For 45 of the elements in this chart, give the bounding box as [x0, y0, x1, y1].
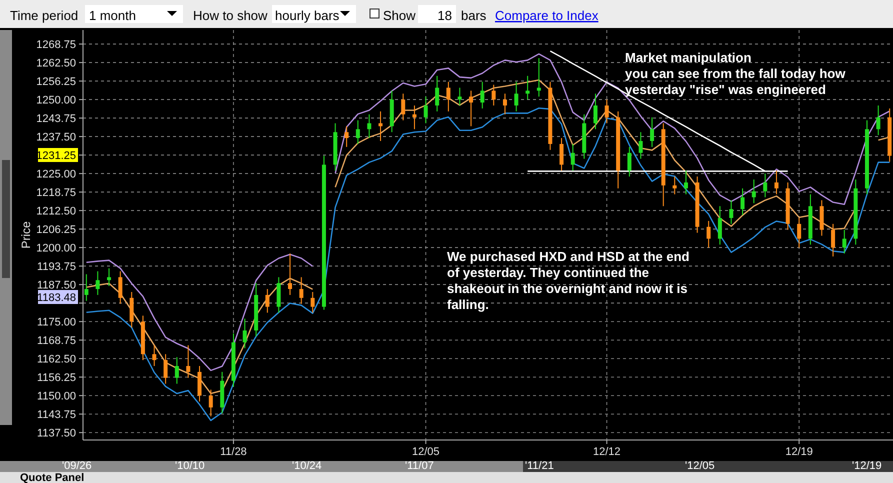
annotation: We purchased HXD and HSD at the end of yesterday. They continued the shakeout in the overnight and now it is falling.: [447, 249, 690, 312]
text: 1 month: [89, 8, 136, 23]
y-tick-label: 1250.00: [36, 94, 76, 107]
y-tick-label: 1156.25: [37, 372, 76, 384]
annotation: Market manipulation you can see from the fall today how yesterday "rise" was engineered: [625, 50, 846, 97]
y-tick-label: 1225.00: [36, 168, 76, 181]
text: '11/21: [525, 460, 554, 472]
text: '10/24: [292, 460, 322, 472]
y-tick-label: 1243.75: [36, 113, 76, 126]
text: 1231.25: [36, 150, 76, 162]
y-tick-label: 1143.75: [37, 409, 76, 422]
y-tick-label: 1168.75: [37, 335, 76, 348]
y-tick-label: 1237.50: [36, 132, 76, 144]
y-tick-label: 1262.50: [36, 58, 76, 70]
text: '12/05: [685, 460, 715, 472]
y-axis-title: Price: [19, 221, 33, 249]
y-tick-label: 1212.50: [36, 206, 76, 218]
text: '11/07: [405, 460, 434, 472]
y-tick-label: 1193.75: [37, 261, 76, 274]
y-tick-label: 1268.75: [36, 39, 76, 52]
text: Show: [383, 8, 416, 23]
text: Quote Panel: [20, 472, 84, 483]
text: 18: [438, 8, 452, 23]
text: '12/19: [852, 460, 882, 472]
y-tick-label: 1137.50: [37, 428, 76, 440]
text: Compare to Index: [495, 8, 599, 23]
y-tick-label: 1256.25: [36, 76, 76, 88]
y-tick-label: 1206.25: [36, 224, 76, 236]
text: 1183.48: [37, 292, 76, 304]
x-tick-label: 12/05: [412, 446, 440, 458]
x-tick-label: 12/19: [785, 446, 813, 458]
text: bars: [461, 8, 487, 23]
text: '10/10: [175, 460, 205, 472]
x-tick-label: 12/12: [593, 446, 621, 458]
y-tick-label: 1218.75: [36, 187, 76, 200]
y-tick-label: 1150.00: [37, 390, 76, 403]
text: '09/26: [62, 460, 92, 472]
y-tick-label: 1187.50: [37, 280, 76, 292]
y-tick-label: 1200.00: [36, 242, 76, 255]
y-tick-label: 1175.00: [37, 316, 76, 329]
text: hourly bars: [275, 8, 340, 23]
x-tick-label: 11/28: [220, 446, 247, 458]
text: How to show: [193, 8, 268, 23]
y-tick-label: 1162.50: [37, 354, 76, 366]
text: Time period: [10, 8, 78, 23]
